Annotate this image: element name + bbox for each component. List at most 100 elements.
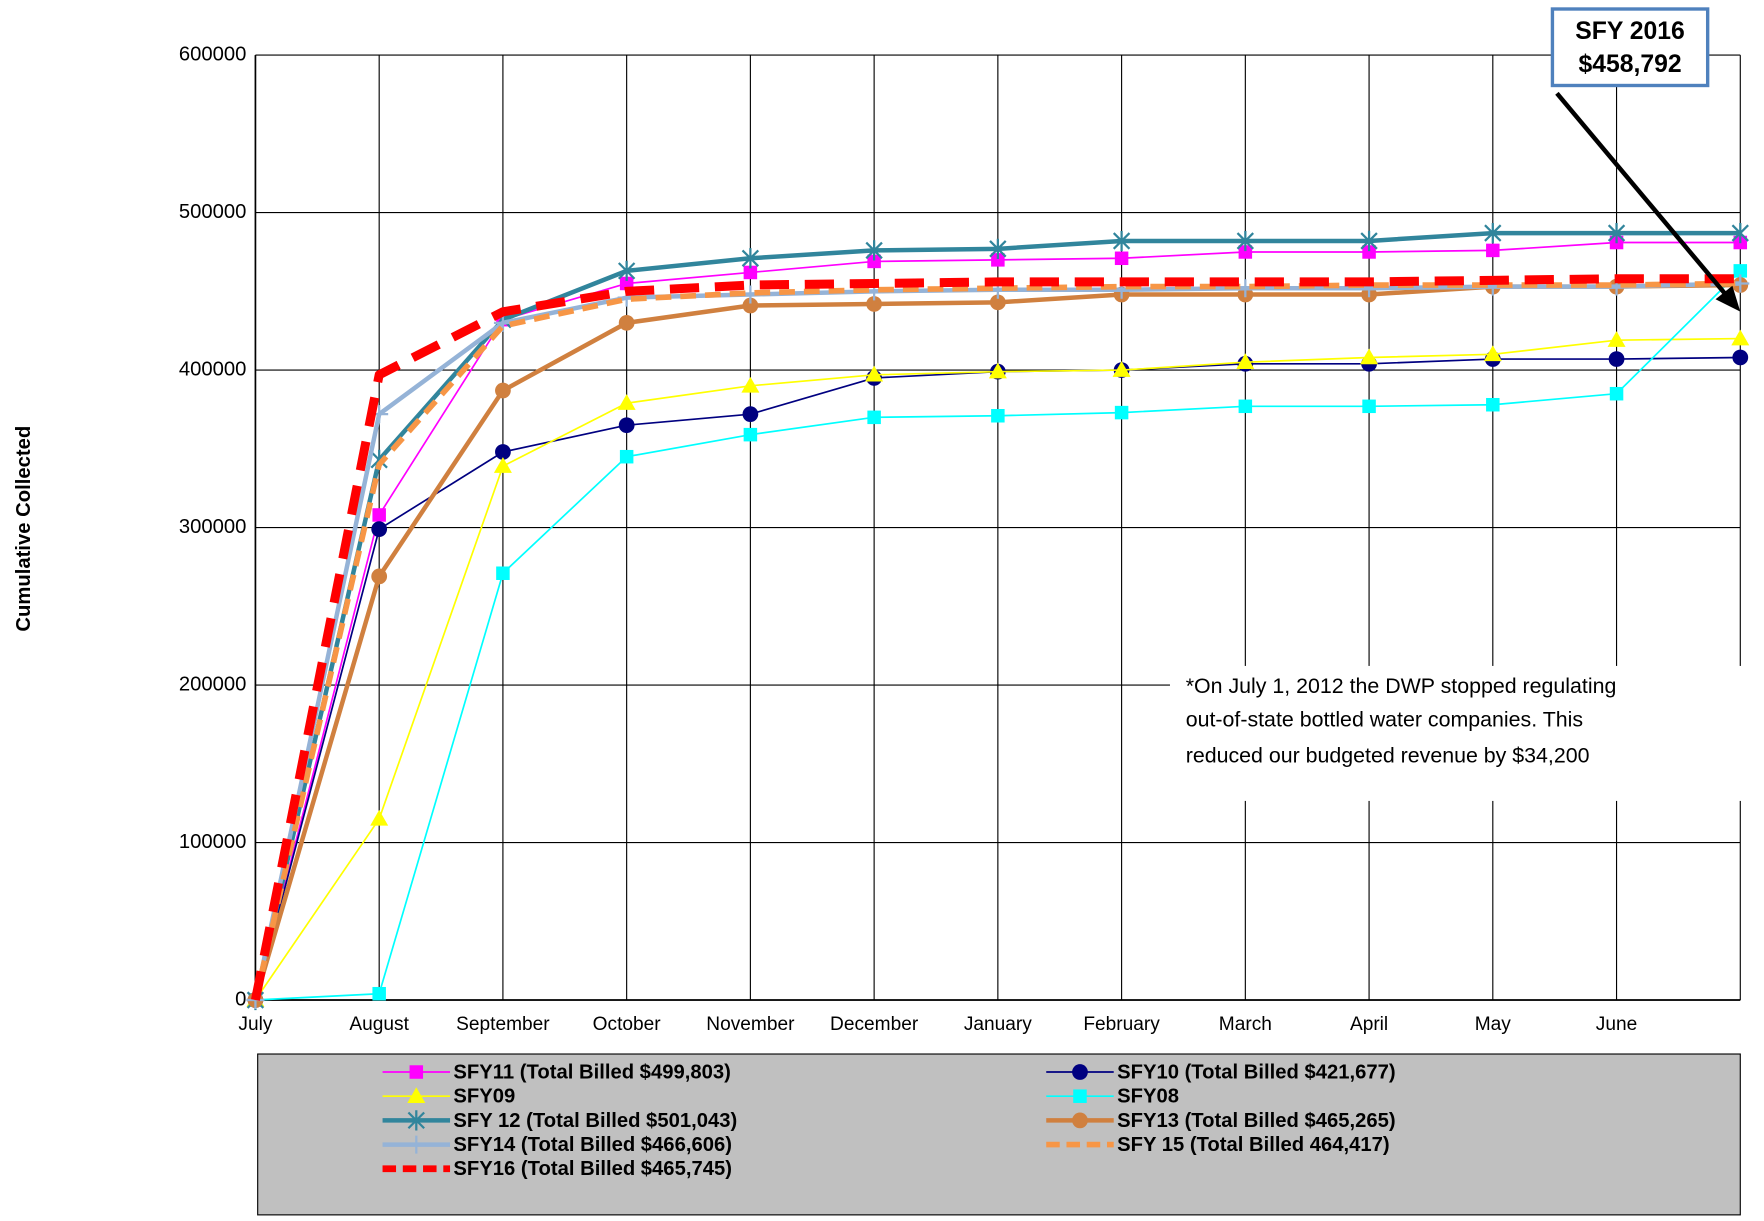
marker [1073, 1089, 1087, 1103]
marker [867, 254, 881, 269]
marker [495, 382, 511, 399]
marker [370, 809, 389, 826]
y-tick-label: 500000 [179, 201, 247, 223]
legend-item: SFY14 (Total Billed $466,606) [382, 1134, 732, 1156]
marker [372, 986, 386, 1001]
legend-label: SFY11 (Total Billed $499,803) [453, 1061, 730, 1083]
legend-item: SFY 15 (Total Billed 464,417) [1046, 1134, 1390, 1156]
marker [1732, 349, 1749, 366]
marker [1114, 251, 1129, 266]
y-tick-label: 400000 [179, 358, 247, 380]
x-tick-label: August [349, 1014, 409, 1035]
marker [1072, 1064, 1088, 1080]
marker [407, 1110, 425, 1131]
y-tick-label: 600000 [179, 43, 247, 65]
x-tick-label: February [1083, 1014, 1160, 1035]
legend-item: SFY13 (Total Billed $465,265) [1046, 1110, 1396, 1132]
y-tick-label: 100000 [179, 831, 247, 853]
marker [618, 314, 635, 331]
marker [1112, 230, 1131, 252]
marker [1362, 245, 1376, 259]
legend-item: SFY09 [382, 1086, 515, 1108]
marker [1238, 245, 1253, 259]
y-tick-label: 200000 [179, 673, 247, 695]
annotation-text: SFY 2016 [1575, 18, 1685, 45]
marker [407, 1087, 426, 1103]
marker [619, 449, 634, 464]
marker [866, 296, 882, 312]
plot: 0 100000 200000 300000 400000 500000 600000 Jul… [179, 43, 1750, 1180]
marker [1236, 230, 1255, 252]
legend-item: SFY10 (Total Billed $421,677) [1046, 1061, 1396, 1083]
marker [495, 444, 511, 460]
marker [865, 240, 883, 261]
x-tick-label: December [830, 1014, 919, 1035]
legend-label: SFY16 (Total Billed $465,745) [453, 1158, 732, 1180]
marker [371, 568, 388, 585]
marker [493, 457, 512, 473]
annotation-text: $458,792 [1578, 51, 1681, 78]
y-tick-label: 300000 [179, 516, 247, 538]
marker [742, 297, 759, 314]
marker [989, 294, 1006, 311]
marker [372, 508, 386, 522]
marker [1486, 243, 1500, 258]
marker [409, 1065, 424, 1079]
marker [867, 410, 881, 425]
legend-label: SFY13 (Total Billed $465,265) [1117, 1110, 1396, 1132]
marker [1112, 361, 1131, 377]
marker [1236, 353, 1255, 369]
marker [1362, 399, 1376, 414]
note-box [1169, 665, 1761, 801]
marker [741, 376, 760, 393]
marker [617, 260, 636, 281]
note-text: *On July 1, 2012 the DWP stopped regulat… [1186, 674, 1617, 698]
legend-label: SFY 15 (Total Billed 464,417) [1117, 1134, 1390, 1156]
marker [617, 394, 636, 410]
marker [1731, 329, 1750, 346]
x-tick-label: September [456, 1014, 550, 1035]
marker [742, 406, 759, 423]
marker [1072, 1112, 1088, 1129]
x-tick-label: March [1219, 1014, 1272, 1035]
legend-item: SFY16 (Total Billed $465,745) [382, 1158, 732, 1180]
marker [1607, 222, 1626, 244]
marker [1607, 331, 1626, 347]
note-text: reduced our budgeted revenue by $34,200 [1186, 744, 1590, 768]
legend-label: SFY09 [453, 1086, 515, 1108]
legend-box [257, 1053, 1741, 1216]
note-text: out-of-state bottled water companies. Th… [1186, 708, 1583, 732]
x-tick-label: June [1596, 1014, 1637, 1035]
marker [407, 1135, 426, 1154]
x-tick-label: May [1475, 1014, 1512, 1035]
marker [1484, 222, 1502, 244]
arrow-head [1715, 285, 1741, 312]
marker [1731, 222, 1749, 244]
marker [991, 253, 1005, 267]
legend-label: SFY14 (Total Billed $466,606) [453, 1134, 732, 1156]
marker [496, 566, 510, 580]
legend-item: SFY11 (Total Billed $499,803) [382, 1061, 731, 1083]
marker [1486, 397, 1500, 412]
overlay: *On July 1, 2012 the DWP stopped regulat… [1169, 7, 1761, 801]
marker [1238, 399, 1253, 414]
y-axis-label: Cumulative Collected [13, 426, 35, 632]
marker [741, 248, 760, 269]
x-tick-label: January [964, 1014, 1032, 1035]
legend-item: SFY 12 (Total Billed $501,043) [382, 1110, 737, 1132]
annotation-arrow [1555, 91, 1729, 298]
legend-label: SFY 12 (Total Billed $501,043) [453, 1110, 737, 1132]
legend-label: SFY08 [1117, 1086, 1179, 1108]
x-tick-label: October [593, 1014, 662, 1035]
legend-item: SFY08 [1046, 1086, 1179, 1108]
marker [1360, 348, 1379, 365]
marker [743, 265, 758, 280]
marker [1114, 405, 1129, 420]
marker [988, 362, 1007, 379]
marker [865, 365, 884, 382]
y-tick-label: 0 [235, 988, 246, 1010]
x-tick-label: July [238, 1014, 272, 1035]
x-tick-label: April [1350, 1014, 1388, 1035]
